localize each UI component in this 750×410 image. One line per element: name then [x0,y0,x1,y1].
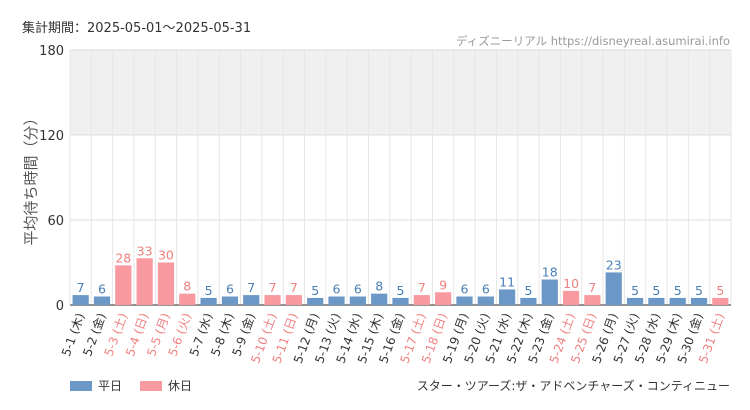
bar [392,297,409,305]
data-label: 6 [226,282,234,297]
bar [584,295,601,305]
attraction-name: スター・ツアーズ:ザ・アドベンチャーズ・コンティニュー [416,379,730,393]
y-tick-label: 0 [56,299,64,314]
bar [349,296,366,305]
bar [626,297,644,305]
data-label: 33 [137,243,153,258]
shaded-band [70,50,731,135]
period-label: 集計期間：2025-05-01〜2025-05-31 [22,21,252,36]
data-label: 30 [158,248,174,263]
y-tick-label: 180 [39,44,64,59]
data-label: 7 [77,280,85,295]
legend-weekday-swatch [70,380,92,391]
bar [435,292,452,305]
data-label: 5 [311,283,319,298]
bar [136,258,153,305]
bar [413,295,430,305]
bar [690,297,708,305]
data-label: 18 [542,265,558,280]
bar-layer [72,258,729,305]
data-label: 10 [563,276,579,291]
y-tick-label: 60 [47,214,64,229]
bar [371,293,388,305]
bar [648,297,665,305]
data-label: 9 [439,277,447,292]
data-label: 6 [460,282,468,297]
data-label: 5 [716,283,724,298]
legend-weekday-label: 平日 [98,379,123,393]
data-label: 28 [115,250,131,265]
bar [477,296,494,305]
bar [712,297,729,305]
bar [499,289,516,305]
bar [72,295,89,305]
data-label: 5 [631,283,639,298]
bar [221,296,239,305]
bar [328,296,345,305]
data-label: 5 [397,283,405,298]
bar [520,297,537,305]
data-label: 7 [588,280,596,295]
bar [264,295,281,305]
bar [200,297,217,305]
site-credit: ディズニーリアル https://disneyreal.asumirai.inf… [456,34,730,48]
data-label: 6 [98,282,106,297]
bar [605,272,622,305]
bar [115,265,132,305]
bar [179,293,196,305]
data-label: 5 [205,283,213,298]
data-label: 5 [652,283,660,298]
legend-holiday: 休日 [140,377,192,394]
data-label: 6 [333,282,341,297]
legend-holiday-swatch [140,380,163,391]
bar [285,295,302,305]
data-label: 7 [247,280,255,295]
data-label: 5 [674,283,682,298]
data-label: 6 [354,282,362,297]
data-label: 6 [482,282,490,297]
bar [93,296,111,305]
data-label: 7 [418,280,426,295]
bar [669,297,686,305]
bar [243,295,260,305]
bar [157,262,175,305]
legend: 平日 休日 [70,377,192,394]
data-label: 23 [606,257,622,272]
data-label: 8 [375,279,383,294]
data-label: 7 [290,280,298,295]
legend-weekday: 平日 [70,377,122,394]
data-label: 8 [183,279,191,294]
y-tick-label: 120 [39,129,64,144]
legend-holiday-label: 休日 [168,379,193,393]
bar [307,297,324,305]
data-label: 11 [499,274,515,289]
bar [456,296,473,305]
bar [562,290,580,305]
data-label: 5 [524,283,532,298]
bar [541,279,558,305]
data-label: 5 [695,283,703,298]
data-label: 7 [269,280,277,295]
y-axis-label: 平均待ち時間（分） [22,110,40,245]
